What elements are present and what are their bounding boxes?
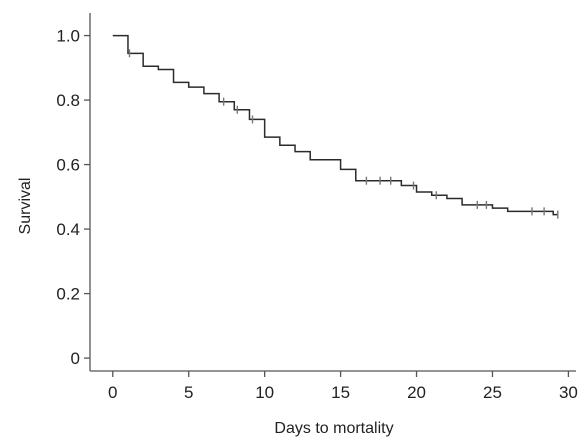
y-tick-label: 0	[71, 349, 80, 368]
x-tick-label: 0	[108, 383, 117, 402]
y-axis-ticks: 0 0.2 0.4 0.6 0.8 1.0	[56, 27, 90, 368]
x-tick-label: 10	[255, 383, 274, 402]
y-tick-label: 1.0	[56, 27, 80, 46]
x-tick-label: 15	[331, 383, 350, 402]
y-tick-label: 0.8	[56, 91, 80, 110]
x-axis-ticks: 0 5 10 15 20 25 30	[108, 371, 578, 402]
y-tick-label: 0.4	[56, 220, 80, 239]
x-tick-label: 30	[559, 383, 578, 402]
survival-series	[112, 34, 559, 219]
x-tick-label: 20	[407, 383, 426, 402]
x-axis-title: Days to mortality	[274, 420, 393, 437]
y-tick-label: 0.2	[56, 285, 80, 304]
x-tick-label: 5	[184, 383, 193, 402]
y-axis-title: Survival	[17, 178, 34, 235]
x-tick-label: 25	[483, 383, 502, 402]
y-tick-label: 0.6	[56, 156, 80, 175]
survival-step-line	[112, 34, 558, 216]
